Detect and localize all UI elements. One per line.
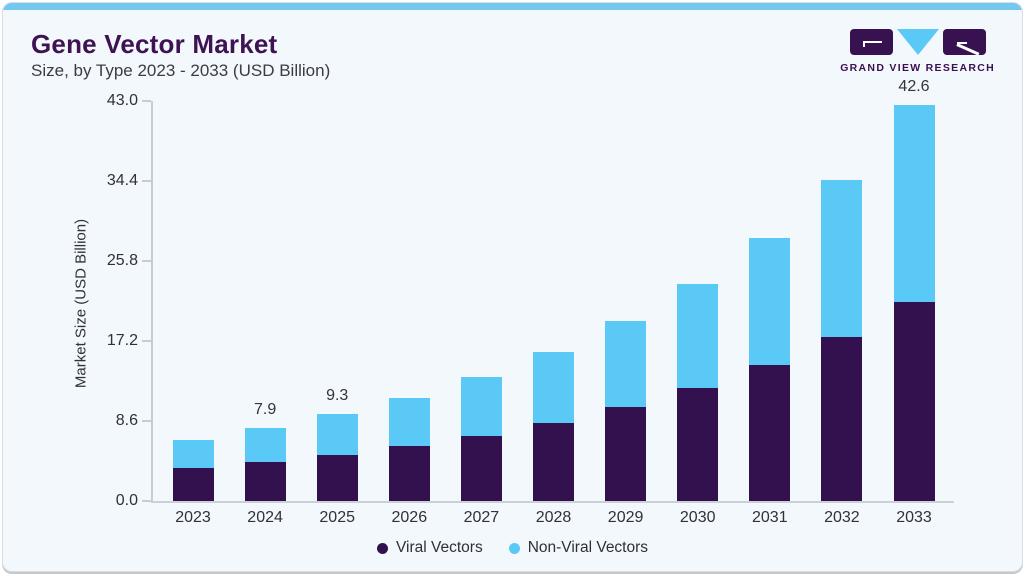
- bar-segment-nonviral: [244, 427, 286, 462]
- legend-label: Non-Viral Vectors: [527, 539, 649, 556]
- bar-segment-nonviral: [388, 397, 430, 447]
- logo-g-hook: [862, 40, 866, 47]
- top-accent-strip: [3, 3, 1022, 10]
- logo-marks: [849, 28, 986, 55]
- logo-g-bar: [862, 40, 882, 43]
- y-tick-label: 34.4: [106, 172, 138, 189]
- bar-total-label: 7.9: [253, 400, 277, 418]
- bar-segment-viral: [821, 337, 863, 501]
- y-tick: [142, 260, 151, 262]
- x-tick-label: 2023: [175, 509, 211, 526]
- logo-g-icon: [849, 28, 893, 55]
- legend-item: Non-Viral Vectors: [508, 539, 649, 557]
- bar-segment-viral: [172, 468, 214, 501]
- y-tick-label: 25.8: [106, 252, 138, 269]
- stacked-bar-chart: 0.0 8.6 17.2 25.8 34.4 43.0 Market Size (USD B…: [3, 3, 1022, 571]
- bar-segment-nonviral: [172, 439, 214, 469]
- bar-segment-viral: [605, 407, 647, 501]
- bar-segment-nonviral: [821, 180, 863, 338]
- x-tick-label: 2026: [391, 509, 428, 526]
- y-axis-line: [151, 101, 153, 501]
- x-tick-label: 2029: [607, 509, 644, 526]
- x-tick-label: 2027: [463, 509, 500, 526]
- y-tick-label: 17.2: [106, 332, 138, 349]
- logo-r-icon: [942, 28, 986, 55]
- legend-dot-viral-icon: [376, 542, 388, 554]
- page-title: Gene Vector Market: [31, 29, 278, 59]
- bar-total-label: 9.3: [326, 387, 349, 405]
- x-tick-label: 2028: [535, 509, 572, 526]
- bar-segment-viral: [244, 461, 286, 501]
- bar-segment-viral: [749, 365, 791, 501]
- bar-segment-nonviral: [605, 321, 647, 408]
- y-tick-label: 8.6: [115, 412, 138, 429]
- bar-segment-nonviral: [677, 284, 719, 389]
- x-tick-label: 2033: [896, 509, 932, 526]
- bar-segment-viral: [316, 455, 358, 501]
- y-tick: [142, 420, 151, 422]
- x-tick-label: 2030: [679, 509, 716, 526]
- bar-segment-viral: [388, 446, 430, 501]
- x-tick-label: 2024: [247, 509, 283, 526]
- y-tick: [142, 100, 151, 102]
- legend-label: Viral Vectors: [395, 539, 483, 556]
- logo-caption: GRAND VIEW RESEARCH: [840, 62, 995, 74]
- bar-segment-nonviral: [893, 104, 935, 302]
- bar-segment-nonviral: [316, 414, 358, 456]
- y-tick: [142, 340, 151, 342]
- chart-legend: Viral Vectors Non-Viral Vectors: [3, 539, 1022, 557]
- bar-segment-nonviral: [749, 237, 791, 366]
- logo-r-bar: [956, 41, 967, 44]
- y-tick: [142, 180, 151, 182]
- x-tick-label: 2032: [824, 509, 860, 526]
- y-tick-label: 43.0: [106, 92, 138, 109]
- x-tick-label: 2025: [319, 509, 355, 526]
- grand-view-research-logo: GRAND VIEW RESEARCH: [840, 28, 995, 74]
- y-tick: [142, 500, 151, 502]
- y-axis-title: Market Size (USD Billion): [72, 218, 90, 389]
- page-subtitle: Size, by Type 2023 - 2033 (USD Billion): [31, 61, 331, 80]
- bar-total-label: 42.6: [898, 77, 930, 95]
- bar-segment-viral: [893, 301, 935, 501]
- legend-dot-nonviral-icon: [508, 542, 520, 554]
- legend-item: Viral Vectors: [376, 539, 483, 557]
- bar-segment-viral: [460, 435, 502, 501]
- logo-v-icon: [896, 28, 939, 55]
- x-axis-line: [151, 501, 954, 503]
- bar-segment-viral: [533, 422, 574, 501]
- bar-segment-nonviral: [460, 377, 502, 436]
- y-tick-label: 0.0: [115, 492, 138, 509]
- x-tick-label: 2031: [752, 509, 788, 526]
- bar-segment-viral: [677, 388, 719, 501]
- bar-segment-nonviral: [533, 352, 574, 423]
